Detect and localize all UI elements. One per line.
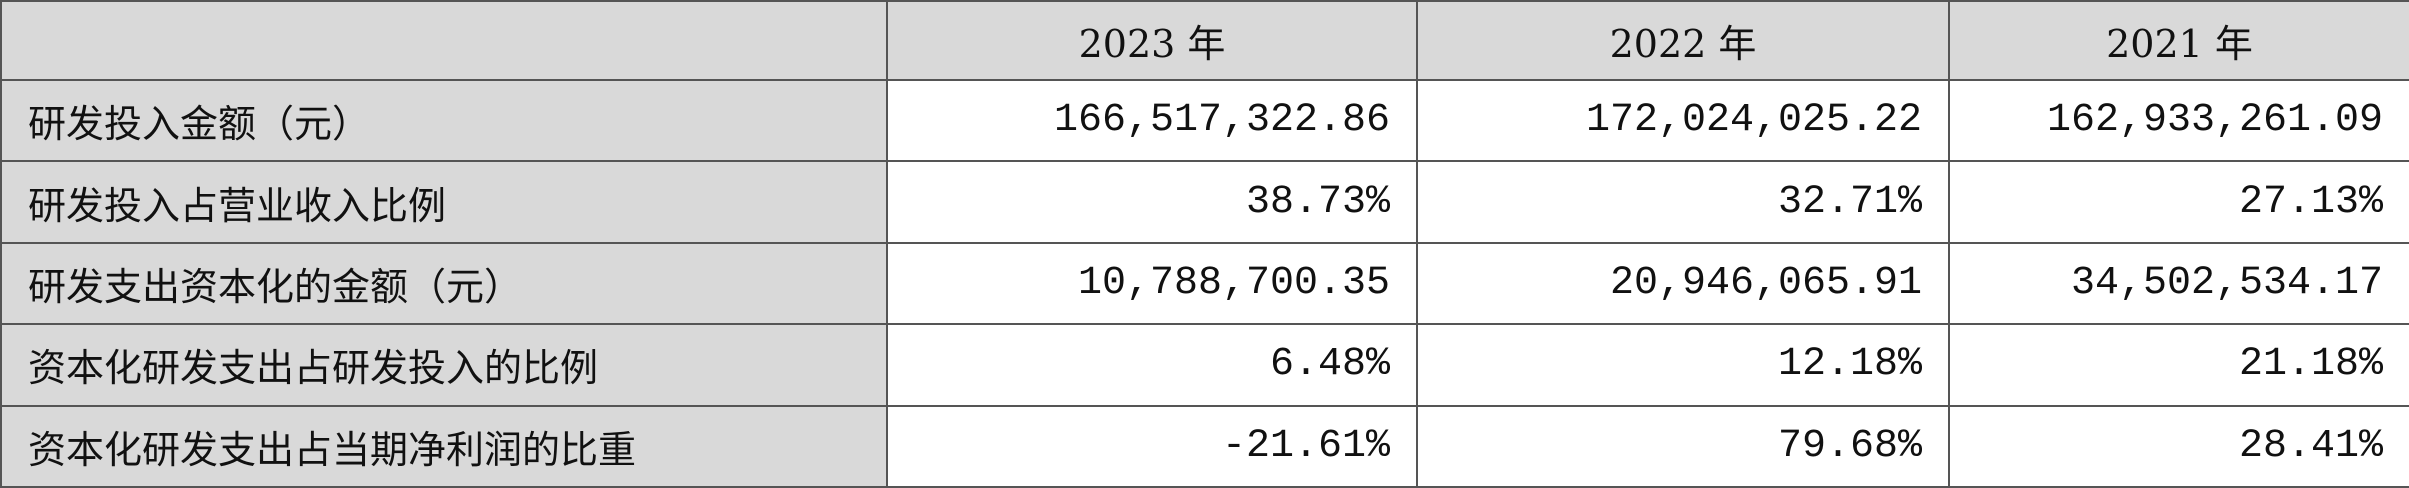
row-label: 资本化研发支出占研发投入的比例 xyxy=(0,323,888,407)
value-cell: 38.73% xyxy=(886,160,1418,244)
value-cell: 20,946,065.91 xyxy=(1416,241,1950,326)
value-cell: 21.18% xyxy=(1948,323,2409,407)
value-cell: 12.18% xyxy=(1416,323,1950,407)
row-label: 研发投入金额（元） xyxy=(0,78,888,163)
value-cell: -21.61% xyxy=(886,404,1418,488)
value-cell: 79.68% xyxy=(1416,404,1950,488)
value-cell: 6.48% xyxy=(886,323,1418,407)
table-row: 资本化研发支出占当期净利润的比重 -21.61% 79.68% 28.41% xyxy=(0,404,2409,488)
value-cell: 27.13% xyxy=(1948,160,2409,244)
corner-cell xyxy=(0,0,888,81)
column-header: 2023 年 xyxy=(886,0,1418,81)
row-label: 研发投入占营业收入比例 xyxy=(0,160,888,244)
row-label: 资本化研发支出占当期净利润的比重 xyxy=(0,404,888,488)
value-cell: 32.71% xyxy=(1416,160,1950,244)
column-header: 2021 年 xyxy=(1948,0,2409,81)
value-cell: 34,502,534.17 xyxy=(1948,241,2409,326)
value-cell: 28.41% xyxy=(1948,404,2409,488)
value-cell: 10,788,700.35 xyxy=(886,241,1418,326)
table-row: 研发投入金额（元） 166,517,322.86 172,024,025.22 162… xyxy=(0,78,2409,163)
column-header: 2022 年 xyxy=(1416,0,1950,81)
value-cell: 162,933,261.09 xyxy=(1948,78,2409,163)
table-body: 研发投入金额（元） 166,517,322.86 172,024,025.22 162… xyxy=(0,78,2409,488)
table-row: 研发支出资本化的金额（元） 10,788,700.35 20,946,065.91 3… xyxy=(0,241,2409,326)
table-row: 研发投入占营业收入比例 38.73% 32.71% 27.13% xyxy=(0,160,2409,244)
value-cell: 172,024,025.22 xyxy=(1416,78,1950,163)
row-label: 研发支出资本化的金额（元） xyxy=(0,241,888,326)
table-row: 资本化研发支出占研发投入的比例 6.48% 12.18% 21.18% xyxy=(0,323,2409,407)
value-cell: 166,517,322.86 xyxy=(886,78,1418,163)
header-row: 2023 年 2022 年 2021 年 xyxy=(0,0,2409,81)
